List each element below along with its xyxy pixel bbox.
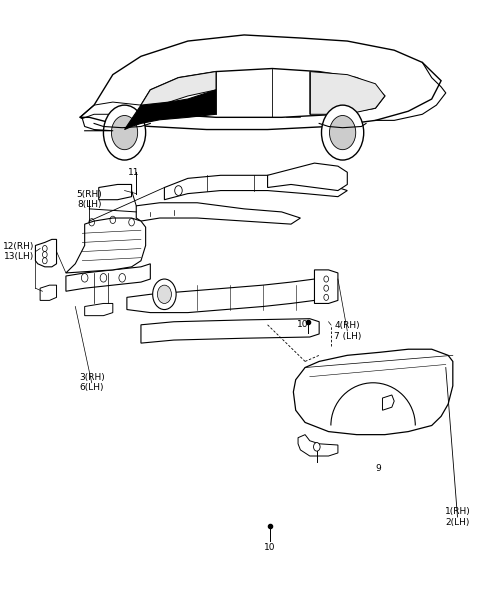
Polygon shape: [80, 35, 441, 129]
Circle shape: [175, 186, 182, 196]
Polygon shape: [310, 72, 385, 114]
Polygon shape: [136, 203, 300, 224]
Text: 9: 9: [375, 463, 381, 473]
Polygon shape: [127, 279, 324, 313]
Circle shape: [313, 443, 320, 451]
Text: 12(RH)
13(LH): 12(RH) 13(LH): [3, 242, 35, 261]
Polygon shape: [141, 319, 319, 343]
Polygon shape: [124, 90, 216, 129]
Polygon shape: [293, 349, 453, 435]
Text: 10: 10: [297, 321, 309, 329]
Polygon shape: [164, 175, 348, 200]
Polygon shape: [141, 69, 385, 117]
Text: 4(RH)
7 (LH): 4(RH) 7 (LH): [334, 321, 361, 341]
Text: 3(RH)
6(LH): 3(RH) 6(LH): [79, 373, 105, 392]
Text: 5(RH)
8(LH): 5(RH) 8(LH): [76, 190, 102, 210]
Circle shape: [322, 105, 364, 160]
Circle shape: [157, 285, 171, 303]
Text: 11: 11: [128, 168, 140, 177]
Polygon shape: [66, 218, 145, 273]
Text: 1(RH)
2(LH): 1(RH) 2(LH): [444, 508, 470, 527]
Circle shape: [329, 115, 356, 150]
Circle shape: [111, 115, 138, 150]
Text: 10: 10: [264, 543, 276, 552]
Polygon shape: [314, 270, 338, 303]
Polygon shape: [267, 163, 348, 191]
Polygon shape: [66, 264, 150, 291]
Circle shape: [103, 105, 145, 160]
Polygon shape: [141, 72, 216, 111]
Circle shape: [153, 279, 176, 310]
